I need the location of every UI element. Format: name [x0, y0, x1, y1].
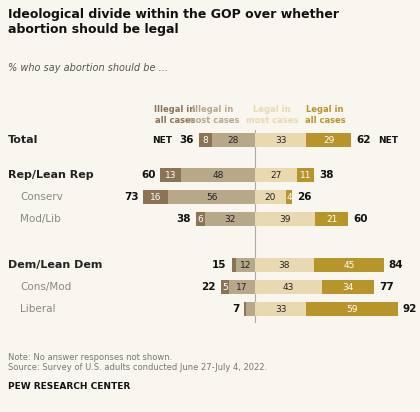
- Bar: [181, 168, 255, 182]
- Text: Conserv: Conserv: [20, 192, 63, 202]
- Text: 22: 22: [202, 282, 216, 292]
- Text: 77: 77: [379, 282, 394, 292]
- Text: 60: 60: [141, 170, 155, 180]
- Text: 73: 73: [124, 192, 139, 202]
- Text: 38: 38: [319, 170, 333, 180]
- Text: Rep/Lean Rep: Rep/Lean Rep: [8, 170, 94, 180]
- Bar: [246, 302, 255, 316]
- Bar: [306, 302, 398, 316]
- Text: 84: 84: [388, 260, 403, 270]
- Bar: [196, 212, 205, 226]
- Text: 34: 34: [342, 283, 354, 292]
- Bar: [255, 190, 286, 204]
- Text: % who say abortion should be ...: % who say abortion should be ...: [8, 63, 168, 73]
- Text: 43: 43: [283, 283, 294, 292]
- Text: Legal in
most cases: Legal in most cases: [246, 105, 298, 125]
- Text: 33: 33: [275, 304, 286, 314]
- Text: 26: 26: [297, 192, 312, 202]
- Bar: [205, 212, 255, 226]
- Text: Illegal in
most cases: Illegal in most cases: [187, 105, 239, 125]
- Bar: [143, 190, 168, 204]
- Bar: [255, 302, 306, 316]
- Bar: [168, 190, 255, 204]
- Text: Total: Total: [8, 135, 38, 145]
- Bar: [255, 280, 322, 294]
- Text: 28: 28: [228, 136, 239, 145]
- Text: Ideological divide within the GOP over whether
abortion should be legal: Ideological divide within the GOP over w…: [8, 8, 339, 36]
- Bar: [306, 133, 351, 147]
- Text: 59: 59: [346, 304, 357, 314]
- Bar: [255, 133, 306, 147]
- Text: 92: 92: [403, 304, 417, 314]
- Text: 11: 11: [299, 171, 311, 180]
- Text: Mod/Lib: Mod/Lib: [20, 214, 61, 224]
- Bar: [314, 258, 383, 272]
- Text: Note: No answer responses not shown.
Source: Survey of U.S. adults conducted Jun: Note: No answer responses not shown. Sou…: [8, 353, 267, 372]
- Bar: [228, 280, 255, 294]
- Text: PEW RESEARCH CENTER: PEW RESEARCH CENTER: [8, 382, 130, 391]
- Text: 38: 38: [176, 214, 191, 224]
- Text: 12: 12: [240, 260, 252, 269]
- Bar: [221, 280, 228, 294]
- Bar: [255, 212, 315, 226]
- Text: 4: 4: [286, 192, 292, 201]
- Text: 21: 21: [326, 215, 337, 223]
- Text: 36: 36: [180, 135, 194, 145]
- Bar: [236, 258, 255, 272]
- Text: Illegal in
all cases: Illegal in all cases: [155, 105, 196, 125]
- Text: 62: 62: [356, 135, 370, 145]
- Text: 8: 8: [202, 136, 208, 145]
- Text: 56: 56: [206, 192, 218, 201]
- Bar: [322, 280, 374, 294]
- Bar: [255, 258, 314, 272]
- Text: 16: 16: [150, 192, 162, 201]
- Bar: [286, 190, 292, 204]
- Text: 60: 60: [353, 214, 368, 224]
- Bar: [297, 168, 314, 182]
- Bar: [160, 168, 181, 182]
- Text: NET: NET: [378, 136, 398, 145]
- Text: 6: 6: [198, 215, 204, 223]
- Text: 17: 17: [236, 283, 247, 292]
- Text: 20: 20: [265, 192, 276, 201]
- Text: Liberal: Liberal: [20, 304, 55, 314]
- Text: 27: 27: [270, 171, 282, 180]
- Text: 15: 15: [212, 260, 227, 270]
- Text: 32: 32: [225, 215, 236, 223]
- Bar: [212, 133, 255, 147]
- Text: 5: 5: [222, 283, 228, 292]
- Text: 33: 33: [275, 136, 286, 145]
- Bar: [199, 133, 212, 147]
- Text: Dem/Lean Dem: Dem/Lean Dem: [8, 260, 102, 270]
- Text: Legal in
all cases: Legal in all cases: [304, 105, 345, 125]
- Bar: [232, 258, 236, 272]
- Bar: [315, 212, 348, 226]
- Text: 39: 39: [279, 215, 291, 223]
- Text: 7: 7: [232, 304, 239, 314]
- Text: Cons/Mod: Cons/Mod: [20, 282, 71, 292]
- Bar: [244, 302, 246, 316]
- Bar: [255, 168, 297, 182]
- Text: 45: 45: [343, 260, 354, 269]
- Text: NET: NET: [152, 136, 172, 145]
- Text: 13: 13: [165, 171, 176, 180]
- Text: 38: 38: [279, 260, 290, 269]
- Text: 29: 29: [323, 136, 334, 145]
- Text: 48: 48: [212, 171, 223, 180]
